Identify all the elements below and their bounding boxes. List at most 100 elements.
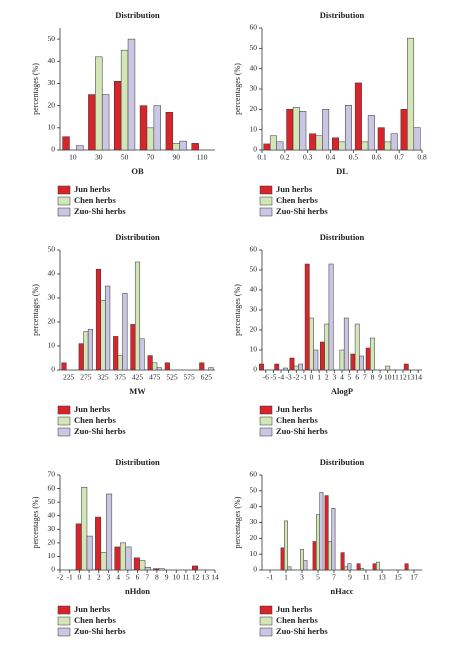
- bar: [403, 363, 409, 371]
- x-tick-label: 3: [333, 373, 337, 382]
- legend-label: Zuo-Shi herbs: [276, 206, 328, 216]
- bar: [88, 94, 96, 151]
- bar: [328, 541, 332, 571]
- x-tick-label: -2: [293, 373, 299, 382]
- bar: [324, 323, 330, 371]
- x-tick-label: 17: [410, 573, 418, 582]
- x-tick-label: 6: [136, 573, 140, 582]
- bar: [390, 133, 398, 151]
- x-tick-label: -3: [286, 373, 292, 382]
- x-tick-label: 0.8: [417, 153, 427, 162]
- bar: [191, 143, 199, 151]
- y-tick-label: 20: [48, 538, 56, 547]
- y-tick-label: 50: [250, 43, 258, 52]
- x-tick-label: 9: [378, 373, 382, 382]
- bar: [299, 111, 307, 151]
- y-tick-label: 40: [48, 510, 56, 519]
- x-tick-label: 10: [173, 573, 181, 582]
- bar: [147, 355, 153, 371]
- bar: [139, 105, 148, 151]
- bar: [114, 80, 122, 151]
- bar: [304, 263, 310, 371]
- bar: [120, 49, 129, 151]
- bar: [413, 127, 421, 151]
- bar: [276, 141, 284, 151]
- x-tick-label: 5: [316, 573, 320, 582]
- x-tick-label: 425: [132, 373, 144, 382]
- bar: [274, 363, 280, 371]
- y-tick-label: 20: [48, 317, 56, 326]
- bar: [179, 140, 187, 151]
- bar: [338, 141, 346, 151]
- bar: [282, 367, 288, 371]
- x-tick-label: 5: [126, 573, 130, 582]
- x-tick-label: 15: [394, 573, 402, 582]
- bar: [347, 563, 352, 571]
- legend-swatch: [259, 196, 273, 206]
- x-tick-label: 9: [348, 573, 352, 582]
- bar: [309, 317, 314, 371]
- bar: [309, 133, 317, 151]
- bar: [95, 516, 102, 571]
- x-tick-label: 4: [340, 373, 344, 382]
- bar: [146, 127, 155, 151]
- x-tick-label: 14: [414, 373, 422, 382]
- bar: [130, 324, 136, 371]
- bar: [164, 362, 170, 371]
- bar: [400, 109, 408, 151]
- y-tick-label: 60: [250, 245, 258, 254]
- bar: [95, 268, 102, 371]
- chart-title: Distribution: [320, 232, 365, 242]
- legend-swatch: [57, 416, 71, 426]
- bar: [407, 37, 415, 151]
- y-tick-label: 0: [253, 365, 257, 374]
- bar: [113, 336, 119, 371]
- y-axis-label: percentages (%): [31, 63, 40, 115]
- bar: [298, 363, 304, 371]
- bar: [284, 520, 288, 571]
- y-tick-label: 20: [48, 100, 56, 109]
- y-tick-label: 10: [48, 123, 56, 132]
- y-tick-label: 40: [48, 56, 56, 65]
- bar: [350, 353, 356, 371]
- bar: [259, 363, 264, 371]
- y-tick-label: 20: [250, 325, 258, 334]
- y-tick-label: 50: [48, 245, 56, 254]
- y-axis-label: percentages (%): [233, 496, 242, 548]
- bar: [122, 292, 128, 371]
- bar: [287, 566, 292, 571]
- bar: [339, 349, 345, 371]
- x-tick-label: 10: [69, 153, 77, 162]
- bar: [303, 560, 308, 571]
- bar: [331, 508, 336, 571]
- x-tick-label: 1: [317, 373, 321, 382]
- legend-swatch: [57, 605, 71, 615]
- chart-title: Distribution: [115, 10, 160, 20]
- x-tick-label: 5: [348, 373, 352, 382]
- bar: [172, 143, 180, 151]
- x-tick-label: 50: [121, 153, 129, 162]
- x-tick-label: -4: [278, 373, 284, 382]
- x-tick-label: -6: [263, 373, 269, 382]
- y-tick-label: 20: [250, 533, 258, 542]
- x-tick-label: 9: [165, 573, 169, 582]
- x-tick-label: -5: [270, 373, 276, 382]
- x-tick-label: 14: [211, 573, 219, 582]
- bar: [343, 317, 349, 371]
- legend-label: Jun herbs: [74, 604, 111, 614]
- x-tick-label: 525: [166, 373, 178, 382]
- bar: [344, 105, 352, 151]
- y-tick-label: 0: [51, 565, 55, 574]
- bar: [134, 261, 141, 371]
- y-tick-label: 10: [48, 341, 56, 350]
- bar: [376, 561, 380, 571]
- x-tick-label: 0.1: [257, 153, 267, 162]
- legend-label: Jun herbs: [276, 604, 313, 614]
- bar: [78, 343, 84, 371]
- bar: [315, 135, 323, 151]
- legend-label: Jun herbs: [276, 404, 313, 414]
- legend-swatch: [57, 427, 71, 437]
- bar: [105, 285, 111, 371]
- bar: [354, 82, 362, 151]
- legend-swatch: [57, 405, 71, 415]
